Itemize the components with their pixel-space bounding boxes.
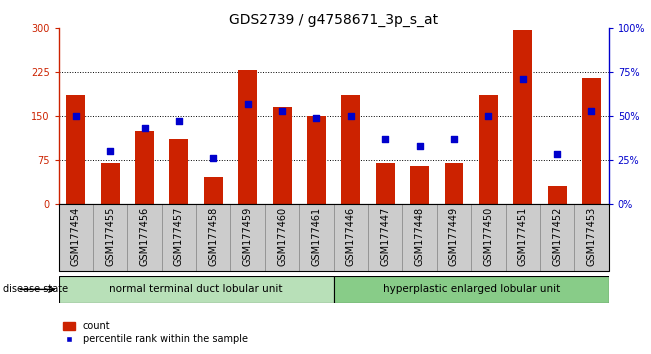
Text: normal terminal duct lobular unit: normal terminal duct lobular unit [109,284,283,295]
Bar [368,204,402,271]
Bar [169,139,188,204]
Bar [445,163,464,204]
Bar [547,186,566,204]
Point [346,113,356,119]
Bar [513,30,532,204]
Text: GSM177461: GSM177461 [311,207,322,266]
Bar [410,166,429,204]
Text: GSM177452: GSM177452 [552,207,562,266]
Bar [265,204,299,271]
Text: GSM177453: GSM177453 [587,207,596,266]
Point [277,108,287,114]
Bar [574,204,609,271]
Point [174,118,184,124]
Bar [582,78,601,204]
Text: GSM177446: GSM177446 [346,207,356,266]
Bar [402,204,437,271]
Point [483,113,493,119]
Bar [204,177,223,204]
Text: GSM177450: GSM177450 [483,207,493,266]
Bar [59,276,333,303]
Bar [59,204,609,271]
Bar [376,163,395,204]
Text: GSM177449: GSM177449 [449,207,459,266]
Text: GSM177447: GSM177447 [380,207,390,266]
Bar [93,204,128,271]
Bar [307,116,326,204]
Point [449,136,459,142]
Point [105,148,115,154]
Legend: count, percentile rank within the sample: count, percentile rank within the sample [63,321,248,344]
Bar [506,204,540,271]
Point [552,152,562,157]
Bar [479,96,498,204]
Text: GSM177448: GSM177448 [415,207,424,266]
Text: GSM177454: GSM177454 [71,207,81,266]
Point [70,113,81,119]
Bar [161,204,196,271]
Point [415,143,425,149]
Bar [471,204,506,271]
Bar [273,107,292,204]
Point [518,76,528,82]
Bar [128,204,161,271]
Bar [196,204,230,271]
Point [587,108,597,114]
Bar [59,204,93,271]
Point [242,101,253,107]
Bar [238,70,257,204]
Bar [66,96,85,204]
Bar [135,131,154,204]
Text: GSM177455: GSM177455 [105,207,115,266]
Text: hyperplastic enlarged lobular unit: hyperplastic enlarged lobular unit [383,284,560,295]
Title: GDS2739 / g4758671_3p_s_at: GDS2739 / g4758671_3p_s_at [229,13,438,27]
Text: disease state: disease state [3,284,68,295]
Bar [341,96,360,204]
Bar [437,204,471,271]
Bar [540,204,574,271]
Text: GSM177459: GSM177459 [243,207,253,266]
Text: GSM177457: GSM177457 [174,207,184,266]
Bar [333,204,368,271]
Text: GSM177456: GSM177456 [139,207,150,266]
Point [139,125,150,131]
Point [380,136,391,142]
Text: GSM177460: GSM177460 [277,207,287,266]
Text: GSM177458: GSM177458 [208,207,218,266]
Bar [333,276,609,303]
Bar [101,163,120,204]
Point [208,155,219,161]
Point [311,115,322,120]
Text: GSM177451: GSM177451 [518,207,528,266]
Bar [299,204,333,271]
Bar [230,204,265,271]
